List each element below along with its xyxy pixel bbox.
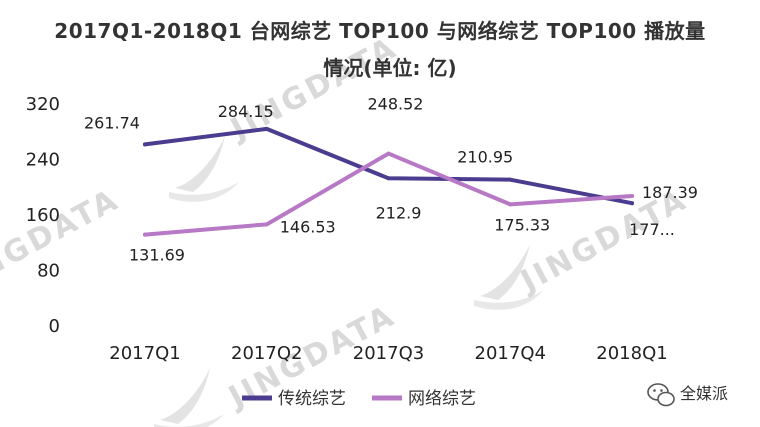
watermark-logo-icon bbox=[474, 244, 544, 310]
series-2-point bbox=[264, 222, 269, 227]
x-tick-label: 2017Q2 bbox=[231, 343, 302, 364]
y-tick-label: 320 bbox=[26, 94, 60, 115]
x-tick-label: 2018Q1 bbox=[596, 343, 667, 364]
watermark-logo-icon bbox=[154, 368, 224, 427]
y-tick-label: 0 bbox=[49, 316, 60, 337]
watermark-logo-icon bbox=[169, 136, 239, 202]
data-labels: 261.74 284.15 212.9 210.95 177... 131.69 146.5… bbox=[84, 95, 698, 265]
y-axis: 320 240 160 80 0 bbox=[26, 94, 60, 337]
series-1-point bbox=[143, 142, 147, 147]
legend-label-series-2: 网络综艺 bbox=[408, 389, 476, 409]
y-tick-label: 240 bbox=[26, 150, 60, 171]
series-1-point bbox=[630, 201, 634, 206]
legend-label-series-1: 传统综艺 bbox=[278, 389, 346, 409]
data-label: 210.95 bbox=[457, 148, 513, 167]
x-tick-label: 2017Q3 bbox=[353, 343, 424, 364]
series-2-point bbox=[508, 202, 513, 207]
series-1-point bbox=[386, 176, 391, 181]
data-label: 131.69 bbox=[129, 246, 185, 265]
series-1-point bbox=[508, 177, 513, 182]
x-tick-label: 2017Q1 bbox=[109, 343, 180, 364]
chart-subtitle: 情况(单位: 亿) bbox=[323, 56, 456, 80]
y-tick-label: 80 bbox=[37, 261, 60, 282]
x-axis: 2017Q1 2017Q2 2017Q3 2017Q4 2018Q1 bbox=[109, 343, 667, 364]
legend: 传统综艺 网络综艺 bbox=[242, 389, 476, 409]
data-label: 212.9 bbox=[376, 203, 422, 222]
data-label: 175.33 bbox=[494, 215, 550, 234]
watermark-text: JINGDATA bbox=[0, 182, 126, 300]
data-label: 187.39 bbox=[642, 183, 698, 202]
series-2-point bbox=[630, 193, 634, 198]
data-label: 146.53 bbox=[280, 217, 336, 236]
branding: 全媒派 bbox=[647, 383, 728, 407]
chart-title: 2017Q1-2018Q1 台网综艺 TOP100 与网络综艺 TOP100 播… bbox=[54, 19, 705, 43]
plot-area bbox=[143, 126, 634, 237]
brand-name: 全媒派 bbox=[680, 384, 728, 403]
watermark-layer: JINGDATA JINGDATA JINGDATA JINGDATA bbox=[0, 30, 694, 427]
data-label: 248.52 bbox=[368, 95, 424, 114]
series-1-point bbox=[264, 126, 269, 131]
x-tick-label: 2017Q4 bbox=[475, 343, 546, 364]
data-label: 177... bbox=[629, 220, 675, 239]
y-tick-label: 160 bbox=[26, 205, 60, 226]
data-label: 284.15 bbox=[218, 102, 274, 121]
wechat-icon bbox=[647, 383, 675, 407]
series-2-point bbox=[143, 232, 147, 237]
data-label: 261.74 bbox=[84, 113, 140, 132]
series-2-point bbox=[386, 151, 391, 156]
